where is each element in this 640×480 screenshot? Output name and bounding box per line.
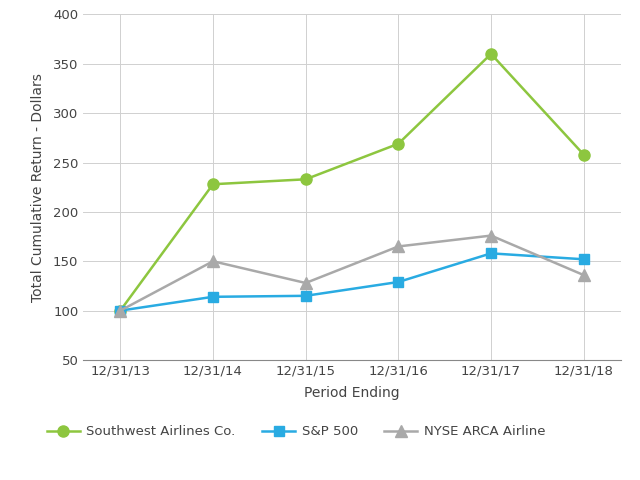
- Southwest Airlines Co.: [209, 181, 217, 187]
- Line: NYSE ARCA Airline: NYSE ARCA Airline: [115, 230, 589, 316]
- Y-axis label: Total Cumulative Return - Dollars: Total Cumulative Return - Dollars: [31, 73, 45, 301]
- X-axis label: Period Ending: Period Ending: [304, 386, 400, 400]
- Legend: Southwest Airlines Co., S&P 500, NYSE ARCA Airline: Southwest Airlines Co., S&P 500, NYSE AR…: [47, 425, 545, 438]
- Line: Southwest Airlines Co.: Southwest Airlines Co.: [115, 48, 589, 316]
- S&P 500: [116, 308, 124, 313]
- S&P 500: [302, 293, 310, 299]
- NYSE ARCA Airline: [116, 308, 124, 313]
- S&P 500: [487, 251, 495, 256]
- Line: S&P 500: S&P 500: [115, 249, 589, 315]
- NYSE ARCA Airline: [487, 233, 495, 239]
- NYSE ARCA Airline: [302, 280, 310, 286]
- Southwest Airlines Co.: [116, 308, 124, 313]
- NYSE ARCA Airline: [580, 272, 588, 278]
- NYSE ARCA Airline: [209, 258, 217, 264]
- Southwest Airlines Co.: [394, 141, 402, 146]
- NYSE ARCA Airline: [394, 243, 402, 249]
- S&P 500: [580, 256, 588, 262]
- Southwest Airlines Co.: [487, 51, 495, 57]
- Southwest Airlines Co.: [302, 177, 310, 182]
- S&P 500: [394, 279, 402, 285]
- Southwest Airlines Co.: [580, 152, 588, 157]
- S&P 500: [209, 294, 217, 300]
